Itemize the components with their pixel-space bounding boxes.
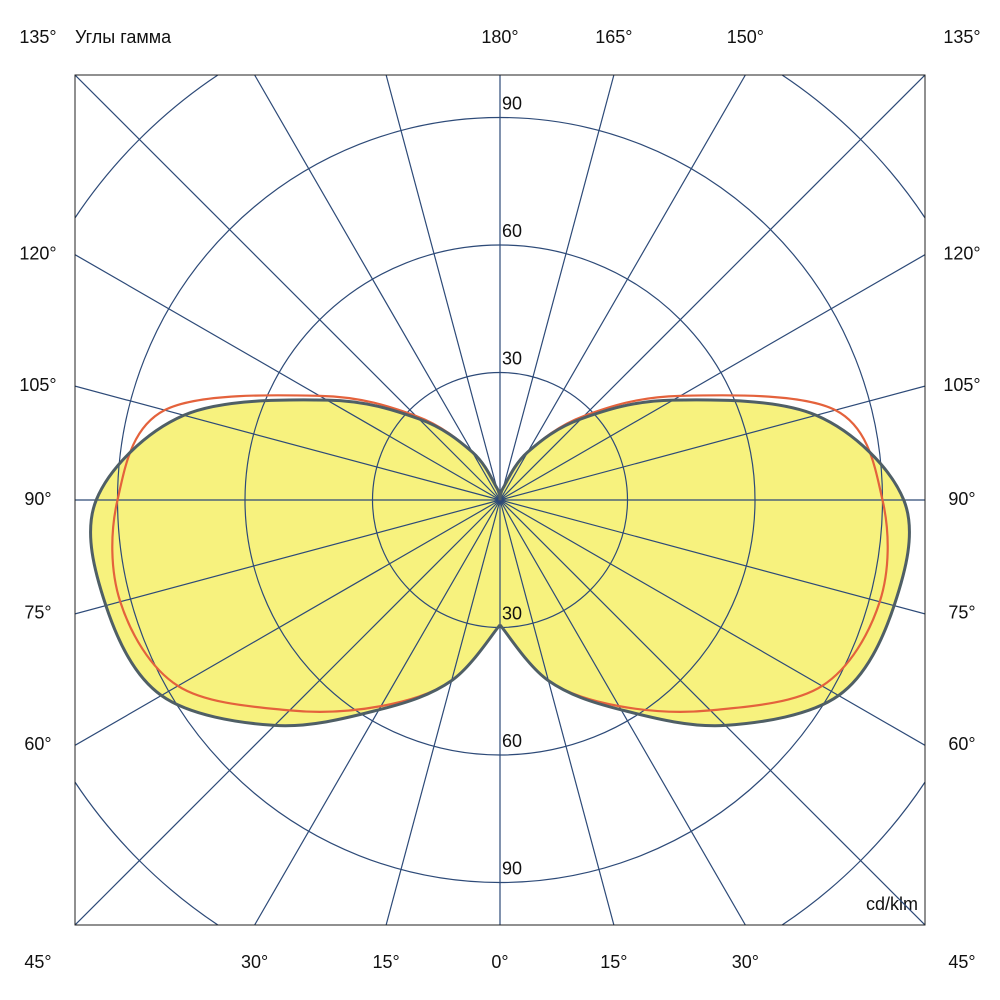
lobe-fill: [90, 399, 500, 726]
grid-ray: [499, 499, 615, 925]
grid-ray: [254, 499, 501, 925]
lobe-fill: [500, 399, 910, 726]
grid-ray: [499, 499, 925, 746]
r-tick-label: 30: [502, 603, 522, 623]
grid-ray: [75, 75, 501, 501]
grid-ray: [75, 499, 501, 615]
angle-label: 0°: [491, 952, 508, 972]
angle-label: 75°: [24, 603, 51, 623]
angle-label: 120°: [19, 243, 56, 263]
angle-label: 105°: [943, 375, 980, 395]
grid-ray: [499, 499, 925, 615]
grid-ray: [75, 254, 501, 501]
grid-ray: [499, 499, 746, 925]
angle-label: 15°: [373, 952, 400, 972]
grid-ray: [385, 499, 501, 925]
grid-ray: [385, 75, 501, 501]
grid-ray: [499, 385, 925, 501]
intensity-curve: [498, 398, 911, 728]
r-tick-label: 90: [502, 858, 522, 878]
grid-ray: [75, 499, 501, 746]
intensity-curve: [89, 398, 502, 728]
angle-label: 30°: [732, 952, 759, 972]
angle-label: 30°: [241, 952, 268, 972]
angle-label: 120°: [943, 243, 980, 263]
grid-ray: [499, 75, 615, 501]
grid-ray: [75, 499, 501, 925]
plot-frame: [74, 74, 926, 926]
angle-label: 45°: [24, 952, 51, 972]
r-tick-label: 30: [502, 348, 522, 368]
r-tick-label: 90: [502, 93, 522, 113]
grid-ray: [499, 75, 746, 501]
chart-title: Углы гамма: [75, 27, 172, 47]
r-tick-label: 60: [502, 221, 522, 241]
angle-label: 60°: [948, 734, 975, 754]
grid-ray: [499, 499, 925, 925]
angle-label: 75°: [948, 603, 975, 623]
angle-label: 90°: [948, 489, 975, 509]
angle-label: 135°: [19, 27, 56, 47]
fill-layer: [90, 399, 910, 726]
grid-ray: [254, 75, 501, 501]
angle-label: 135°: [943, 27, 980, 47]
r-tick-label: 60: [502, 731, 522, 751]
angle-label: 15°: [600, 952, 627, 972]
grid-ray: [499, 254, 925, 501]
line-layer: [89, 394, 911, 728]
angle-label: 180°: [481, 27, 518, 47]
angle-label: 165°: [595, 27, 632, 47]
grid-ray: [499, 75, 925, 501]
unit-label: cd/klm: [866, 894, 918, 914]
angle-label: 90°: [24, 489, 51, 509]
grid-ray: [75, 385, 501, 501]
angle-label: 150°: [727, 27, 764, 47]
angle-label: 45°: [948, 952, 975, 972]
angle-label: 60°: [24, 734, 51, 754]
angle-label: 105°: [19, 375, 56, 395]
